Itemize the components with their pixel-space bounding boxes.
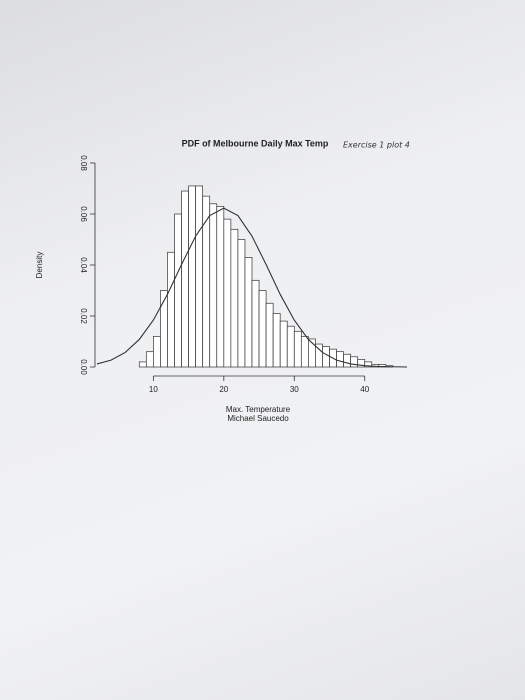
bar — [279, 320, 288, 368]
bar — [181, 190, 189, 368]
x-tick-label: 10 — [149, 385, 158, 394]
bar — [251, 279, 260, 368]
x-tick-label: 30 — [290, 385, 299, 394]
bar — [293, 330, 302, 368]
bar — [202, 195, 211, 368]
density-curve — [96, 207, 408, 368]
bar — [343, 353, 351, 368]
bar — [350, 356, 359, 368]
bar — [258, 290, 267, 368]
subtitle: Michael Saucedo — [227, 414, 289, 423]
bar — [286, 325, 295, 368]
chart-title: PDF of Melbourne Daily Max Temp — [182, 138, 329, 148]
y-tick-label: 0.04 — [79, 257, 88, 273]
bar — [153, 336, 161, 368]
bar — [216, 206, 225, 368]
y-axis-label: Density — [35, 252, 44, 279]
x-tick-label: 40 — [360, 385, 369, 394]
bar — [223, 218, 232, 368]
y-tick-label: 0.02 — [79, 308, 88, 324]
bar — [174, 213, 182, 368]
bar — [188, 185, 196, 368]
bar — [265, 302, 274, 368]
bar — [300, 336, 309, 368]
bar — [195, 185, 204, 368]
y-tick-label: 0.00 — [79, 359, 88, 375]
bar — [209, 203, 218, 368]
y-tick-label: 0.08 — [79, 155, 88, 171]
bar — [167, 251, 175, 368]
x-tick-label: 20 — [219, 385, 228, 394]
x-axis-label: Max. Temperature — [226, 405, 291, 414]
annotation: Exercise 1 plot 4 — [343, 141, 410, 150]
bar — [336, 351, 344, 368]
bar — [138, 361, 147, 368]
bar — [145, 351, 154, 368]
bar — [237, 239, 246, 368]
bar — [230, 228, 239, 368]
bar — [322, 346, 330, 368]
y-tick-label: 0.06 — [79, 206, 88, 222]
bar — [272, 313, 281, 368]
bar — [160, 290, 168, 368]
bar — [244, 257, 253, 368]
